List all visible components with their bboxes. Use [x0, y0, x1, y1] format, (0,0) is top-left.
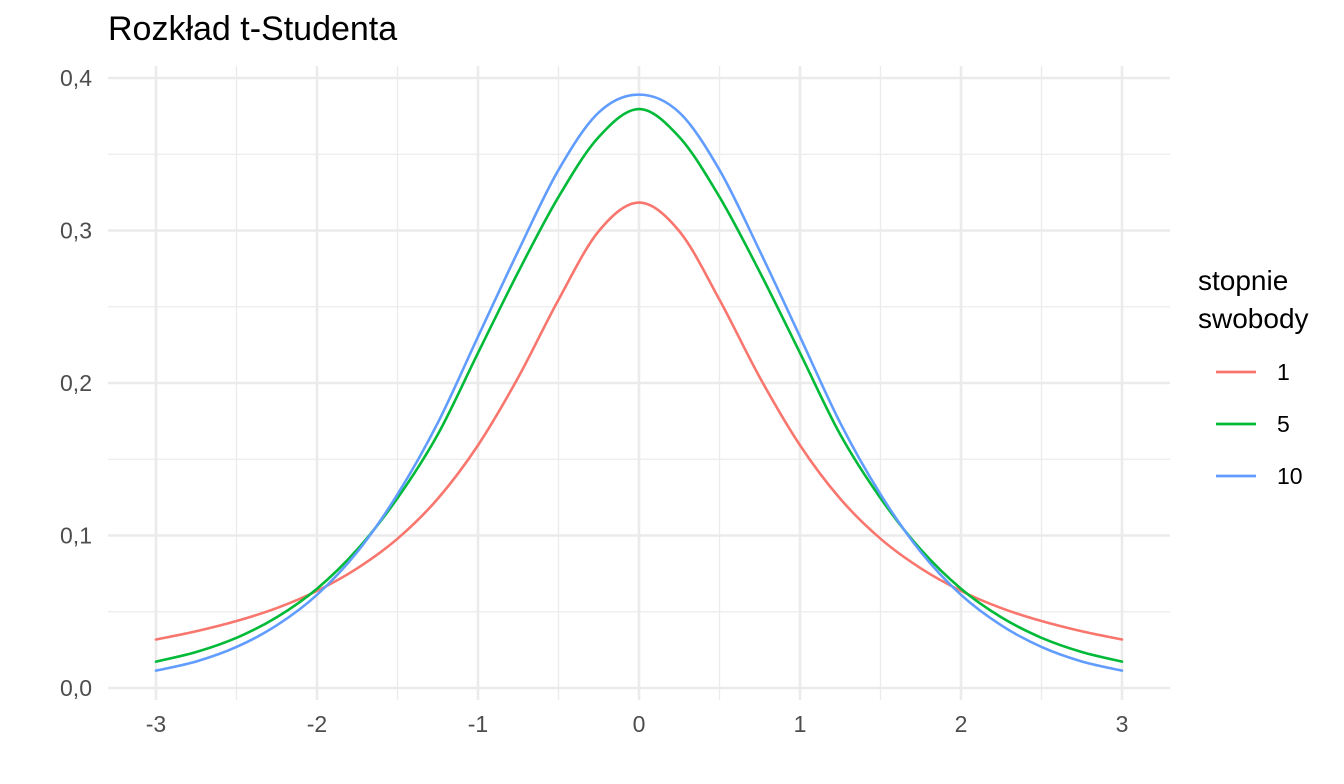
- y-tick-label: 0,1: [60, 523, 92, 549]
- y-tick-label: 0,4: [60, 65, 92, 91]
- y-tick-label: 0,0: [60, 675, 92, 701]
- legend-label-5: 5: [1277, 411, 1290, 437]
- x-tick-label: 3: [1116, 711, 1129, 737]
- x-tick-label: 1: [794, 711, 807, 737]
- series-line-5: [154, 107, 1124, 663]
- series-lines: [154, 93, 1124, 672]
- legend-label-10: 10: [1277, 463, 1303, 489]
- legend-title-line-2: swobody: [1198, 303, 1309, 334]
- x-tick-label: -1: [468, 711, 488, 737]
- y-tick-label: 0,2: [60, 370, 92, 396]
- y-axis-tick-labels: 0,0 0,1 0,2 0,3 0,4: [60, 65, 92, 701]
- plot-grid: [108, 66, 1170, 700]
- x-tick-label: 0: [633, 711, 646, 737]
- y-tick-label: 0,3: [60, 218, 92, 244]
- x-tick-label: -2: [307, 711, 327, 737]
- x-tick-label: -3: [146, 711, 166, 737]
- series-line-10: [154, 93, 1124, 672]
- series-line-1: [154, 201, 1124, 641]
- legend-title-line-1: stopnie: [1198, 265, 1288, 296]
- x-tick-label: 2: [955, 711, 968, 737]
- x-axis-tick-labels: -3 -2 -1 0 1 2 3: [146, 711, 1129, 737]
- legend-label-1: 1: [1277, 359, 1290, 385]
- chart-title: Rozkład t-Studenta: [108, 10, 397, 48]
